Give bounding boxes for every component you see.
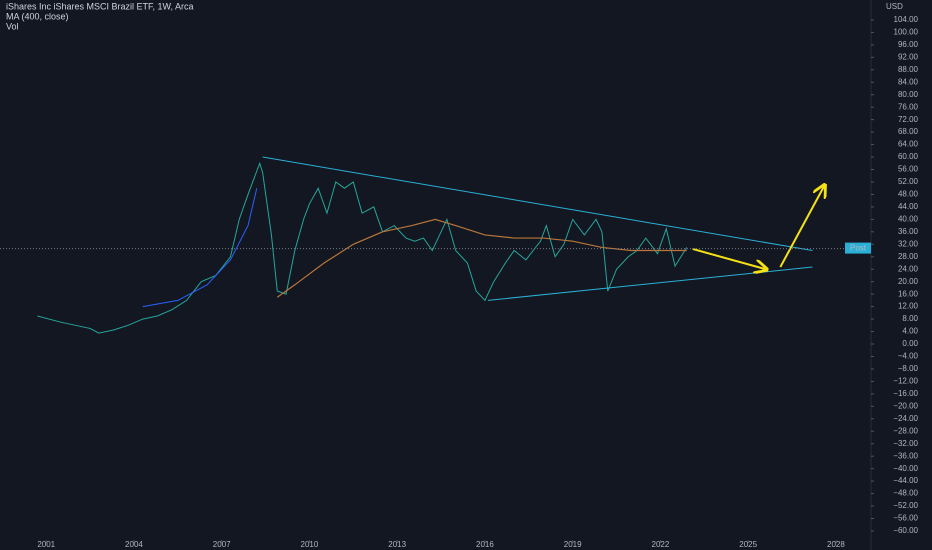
x-tick-label: 2028 — [827, 540, 845, 549]
y-tick-label: 56.00 — [898, 165, 919, 174]
y-tick-label: −8.00 — [898, 364, 919, 373]
x-tick-label: 2016 — [476, 540, 494, 549]
y-tick-label: 36.00 — [898, 227, 919, 236]
y-tick-label: 20.00 — [898, 277, 919, 286]
y-tick-label: −36.00 — [893, 451, 918, 460]
y-tick-label: 60.00 — [898, 152, 919, 161]
y-tick-label: −12.00 — [893, 377, 918, 386]
x-tick-label: 2010 — [301, 540, 319, 549]
arrow-drawing — [779, 186, 824, 268]
indicator-label: Vol — [6, 21, 19, 31]
y-tick-label: 64.00 — [898, 140, 919, 149]
y-tick-label: 28.00 — [898, 252, 919, 261]
y-tick-label: 24.00 — [898, 264, 919, 273]
chart-title: iShares Inc iShares MSCI Brazil ETF, 1W,… — [6, 1, 194, 11]
x-tick-label: 2022 — [652, 540, 670, 549]
x-tick-label: 2013 — [388, 540, 406, 549]
y-tick-label: 32.00 — [898, 239, 919, 248]
trend-line — [142, 188, 258, 308]
x-tick-label: 2004 — [125, 540, 143, 549]
y-tick-label: 72.00 — [898, 115, 919, 124]
y-tick-label: 40.00 — [898, 214, 919, 223]
y-tick-label: −4.00 — [898, 352, 919, 361]
y-tick-label: 104.00 — [894, 15, 919, 24]
y-tick-label: 96.00 — [898, 40, 919, 49]
y-tick-label: −24.00 — [893, 414, 918, 423]
currency-label: USD — [886, 2, 903, 11]
y-tick-label: −16.00 — [893, 389, 918, 398]
y-tick-label: −32.00 — [893, 439, 918, 448]
x-tick-label: 2007 — [213, 540, 231, 549]
y-tick-label: 16.00 — [898, 289, 919, 298]
y-tick-label: 4.00 — [902, 327, 918, 336]
y-tick-label: 88.00 — [898, 65, 919, 74]
x-tick-label: 2019 — [564, 540, 582, 549]
y-tick-label: 0.00 — [902, 339, 918, 348]
y-tick-label: 12.00 — [898, 302, 919, 311]
indicator-label: MA (400, close) — [6, 11, 69, 21]
y-tick-label: −20.00 — [893, 401, 918, 410]
y-tick-label: 84.00 — [898, 77, 919, 86]
y-tick-label: 52.00 — [898, 177, 919, 186]
y-tick-label: 68.00 — [898, 127, 919, 136]
y-tick-label: −56.00 — [893, 514, 918, 523]
y-tick-label: 8.00 — [902, 314, 918, 323]
trend-line — [262, 156, 813, 252]
y-tick-label: −40.00 — [893, 464, 918, 473]
y-tick-label: 92.00 — [898, 52, 919, 61]
x-tick-label: 2025 — [739, 540, 757, 549]
y-tick-label: −44.00 — [893, 476, 918, 485]
y-tick-label: 100.00 — [894, 28, 919, 37]
last-price-tag: Post — [850, 244, 867, 253]
y-tick-label: −52.00 — [893, 501, 918, 510]
y-tick-label: 48.00 — [898, 190, 919, 199]
last-price-badge — [845, 242, 871, 254]
y-tick-label: 80.00 — [898, 90, 919, 99]
y-tick-label: −60.00 — [893, 526, 918, 535]
arrow-drawing — [692, 248, 766, 269]
price-line — [276, 218, 687, 298]
y-tick-label: 76.00 — [898, 102, 919, 111]
y-tick-label: −28.00 — [893, 426, 918, 435]
y-tick-label: 44.00 — [898, 202, 919, 211]
x-tick-label: 2001 — [37, 540, 55, 549]
y-tick-label: −48.00 — [893, 489, 918, 498]
